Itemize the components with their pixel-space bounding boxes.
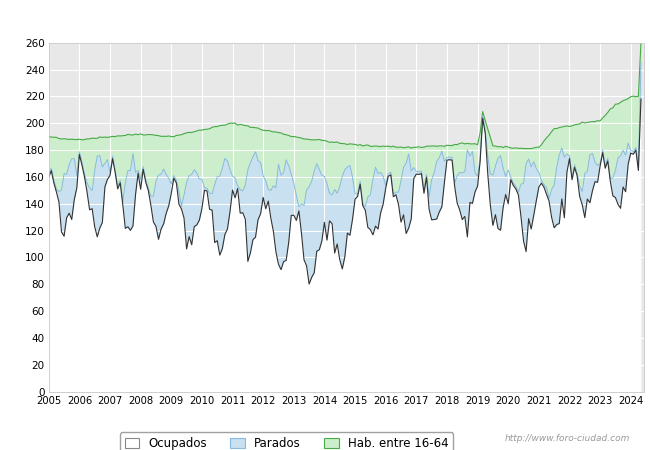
Text: Belinchón - Evolucion de la poblacion en edad de Trabajar Mayo de 2024: Belinchón - Evolucion de la poblacion en…	[71, 10, 579, 23]
Text: http://www.foro-ciudad.com: http://www.foro-ciudad.com	[505, 434, 630, 443]
Legend: Ocupados, Parados, Hab. entre 16-64: Ocupados, Parados, Hab. entre 16-64	[120, 432, 454, 450]
